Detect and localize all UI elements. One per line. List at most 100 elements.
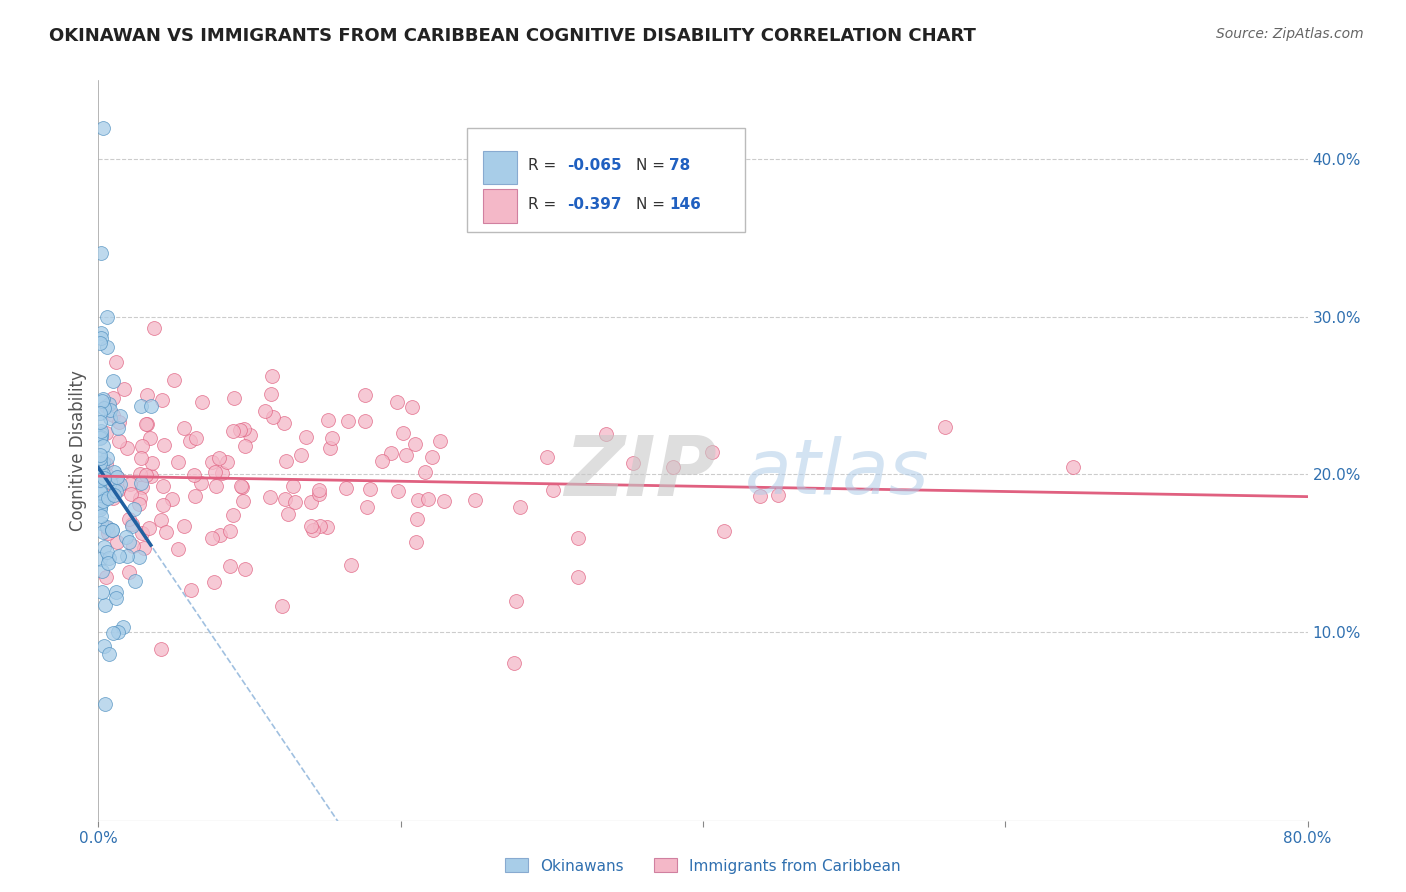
Point (260, 369, 283, 384)
Point (118, 476, 141, 491)
Point (101, 523, 124, 537)
Point (89, 416, 111, 430)
Text: atlas: atlas (745, 435, 929, 509)
Point (253, 404, 276, 418)
Point (98, 397, 121, 411)
Point (107, 434, 129, 449)
Point (392, 426, 415, 441)
Point (89, 431, 111, 445)
Point (768, 488, 790, 502)
Point (138, 521, 160, 535)
Point (101, 478, 124, 492)
Point (308, 483, 330, 497)
Point (301, 495, 323, 509)
Point (208, 527, 231, 541)
Point (231, 481, 253, 495)
Point (136, 387, 159, 401)
Text: -0.397: -0.397 (568, 197, 621, 211)
Point (273, 491, 295, 506)
Point (150, 513, 173, 527)
Point (190, 395, 212, 409)
Bar (482, 151, 517, 185)
Point (302, 524, 325, 538)
Text: N =: N = (637, 197, 671, 211)
Point (139, 431, 162, 445)
Point (114, 530, 136, 544)
Point (541, 483, 564, 497)
Point (505, 594, 527, 608)
Point (1062, 459, 1084, 474)
Point (405, 512, 427, 526)
Point (128, 467, 150, 482)
Point (567, 531, 589, 545)
Point (91, 524, 114, 539)
Point (90, 516, 112, 530)
Point (89, 483, 111, 497)
Point (103, 409, 125, 423)
Point (271, 599, 294, 613)
Point (167, 455, 190, 469)
Point (91, 467, 114, 481)
Point (173, 519, 195, 533)
Point (135, 417, 157, 432)
Point (180, 582, 202, 597)
Point (662, 460, 685, 475)
Point (128, 550, 150, 565)
Point (129, 476, 152, 491)
Point (93, 401, 115, 416)
Point (139, 400, 162, 414)
Point (89, 463, 111, 477)
Point (117, 549, 139, 563)
Text: 78: 78 (669, 158, 690, 173)
Point (89, 552, 111, 566)
Point (98, 475, 121, 489)
Point (509, 500, 531, 514)
Point (167, 542, 190, 557)
Point (98, 550, 121, 565)
Point (420, 450, 443, 465)
FancyBboxPatch shape (467, 128, 745, 232)
Point (96, 520, 118, 534)
Point (98, 402, 121, 417)
Point (163, 373, 186, 387)
Point (136, 417, 159, 431)
Point (150, 641, 173, 656)
Point (335, 481, 357, 495)
Point (100, 523, 122, 537)
Point (91, 394, 114, 409)
Point (107, 625, 129, 640)
Point (96, 570, 118, 584)
Point (90, 424, 112, 438)
Point (90, 331, 112, 345)
Point (233, 562, 256, 576)
Point (371, 454, 394, 468)
Point (567, 570, 589, 584)
Point (277, 507, 299, 521)
Point (131, 525, 153, 540)
Point (406, 492, 429, 507)
Point (105, 534, 128, 549)
Point (94, 467, 117, 482)
Point (94, 426, 117, 441)
Point (124, 501, 146, 516)
Point (94, 598, 117, 612)
Point (273, 416, 295, 430)
Point (141, 469, 163, 483)
Point (132, 541, 155, 555)
Point (276, 454, 298, 468)
Point (90, 430, 112, 444)
Point (502, 656, 524, 670)
Point (101, 491, 124, 506)
Text: Source: ZipAtlas.com: Source: ZipAtlas.com (1216, 27, 1364, 41)
Point (152, 498, 174, 512)
Point (107, 420, 129, 434)
Point (621, 456, 644, 470)
Point (183, 489, 205, 503)
Text: -0.065: -0.065 (568, 158, 623, 173)
Point (394, 448, 416, 462)
Point (336, 414, 359, 428)
Point (96, 525, 118, 540)
Point (232, 494, 254, 508)
Text: 146: 146 (669, 197, 702, 211)
Point (124, 574, 146, 589)
